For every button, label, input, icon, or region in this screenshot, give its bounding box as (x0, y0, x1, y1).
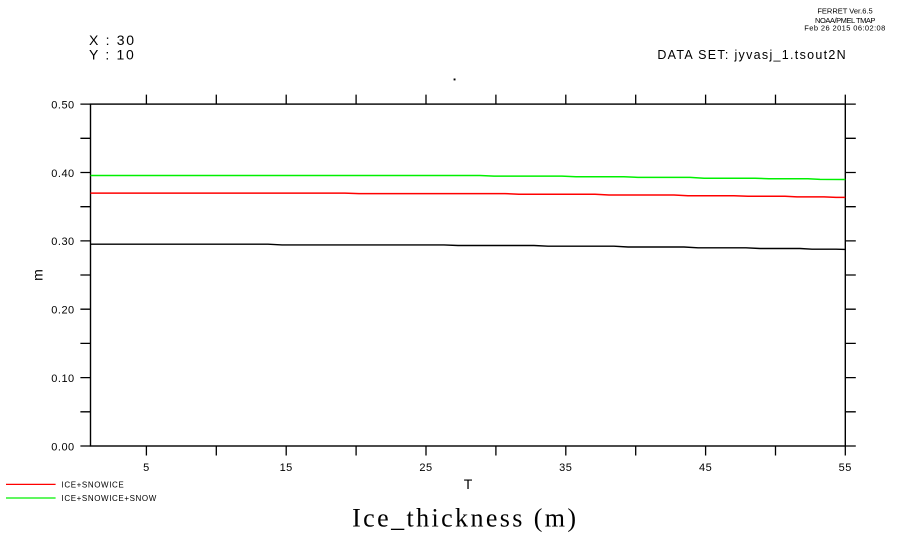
svg-text:FERRET Ver.6.5: FERRET Ver.6.5 (817, 7, 872, 16)
svg-text:0.00: 0.00 (51, 441, 74, 453)
svg-text:0.30: 0.30 (51, 236, 74, 248)
svg-text:Feb 26 2015 06:02:08: Feb 26 2015 06:02:08 (804, 24, 885, 33)
svg-text:5: 5 (143, 462, 150, 474)
svg-text:Ice_thickness (m): Ice_thickness (m) (352, 504, 578, 533)
svg-text:15: 15 (280, 462, 293, 474)
svg-text:T: T (464, 476, 473, 492)
svg-text:NOAA/PMEL TMAP: NOAA/PMEL TMAP (815, 16, 875, 25)
svg-text:0.20: 0.20 (51, 305, 74, 317)
svg-text:45: 45 (699, 462, 712, 474)
svg-text:0.50: 0.50 (51, 100, 74, 112)
svg-text:DATA SET: jyvasj_1.tsout2N: DATA SET: jyvasj_1.tsout2N (657, 48, 847, 62)
svg-text:ICE+SNOWICE: ICE+SNOWICE (62, 481, 125, 490)
svg-text:X : 30: X : 30 (89, 32, 136, 48)
svg-text:0.40: 0.40 (51, 168, 74, 180)
svg-text:ICE+SNOWICE+SNOW: ICE+SNOWICE+SNOW (62, 494, 157, 503)
svg-text:0.10: 0.10 (51, 373, 74, 385)
svg-text:25: 25 (419, 462, 432, 474)
svg-text:35: 35 (559, 462, 572, 474)
svg-text:Y : 10: Y : 10 (89, 47, 136, 63)
svg-text:55: 55 (839, 462, 852, 474)
svg-text:m: m (29, 269, 45, 281)
